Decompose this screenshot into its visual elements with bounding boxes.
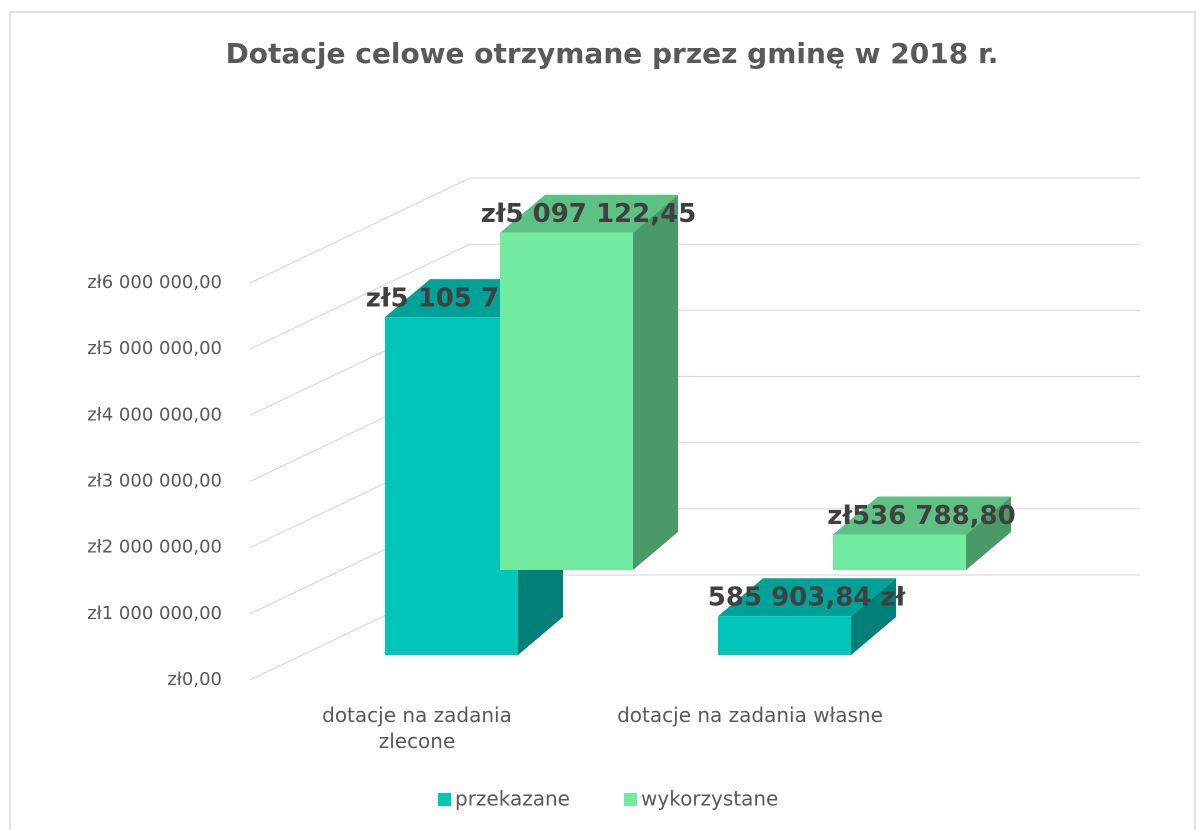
data-label: 585 903,84 zł — [708, 583, 907, 613]
chart-title: Dotacje celowe otrzymane przez gminę w 2… — [226, 37, 999, 70]
y-tick-label: zł3 000 000,00 — [87, 471, 222, 492]
y-tick-label: zł2 000 000,00 — [87, 537, 222, 558]
data-label: zł5 097 122,45 — [481, 199, 697, 229]
legend-label: wykorzystane — [641, 787, 778, 811]
x-tick-label: dotacje na zadania własne — [617, 703, 883, 727]
legend-label: przekazane — [455, 787, 570, 811]
bar-top — [718, 578, 896, 617]
bar-top — [833, 496, 1011, 535]
bar — [385, 317, 518, 655]
data-label: zł536 788,80 — [827, 501, 1015, 531]
bar — [833, 534, 966, 570]
bar-side — [851, 578, 896, 655]
legend-swatch — [624, 793, 637, 806]
bar — [500, 232, 633, 570]
y-tick-label: zł6 000 000,00 — [87, 272, 222, 293]
legend-swatch — [438, 793, 451, 806]
grid-line — [249, 243, 471, 350]
bar-side — [633, 194, 678, 570]
y-tick-label: zł5 000 000,00 — [87, 338, 222, 359]
x-tick-label: dotacje na zadania zlecone — [322, 703, 512, 753]
grid-line — [249, 177, 471, 284]
bar — [718, 616, 851, 655]
y-tick-label: zł0,00 — [167, 669, 222, 690]
bar-side — [966, 496, 1011, 570]
y-tick-label: zł1 000 000,00 — [87, 603, 222, 624]
bar-top — [500, 194, 678, 233]
y-tick-label: zł4 000 000,00 — [87, 404, 222, 425]
